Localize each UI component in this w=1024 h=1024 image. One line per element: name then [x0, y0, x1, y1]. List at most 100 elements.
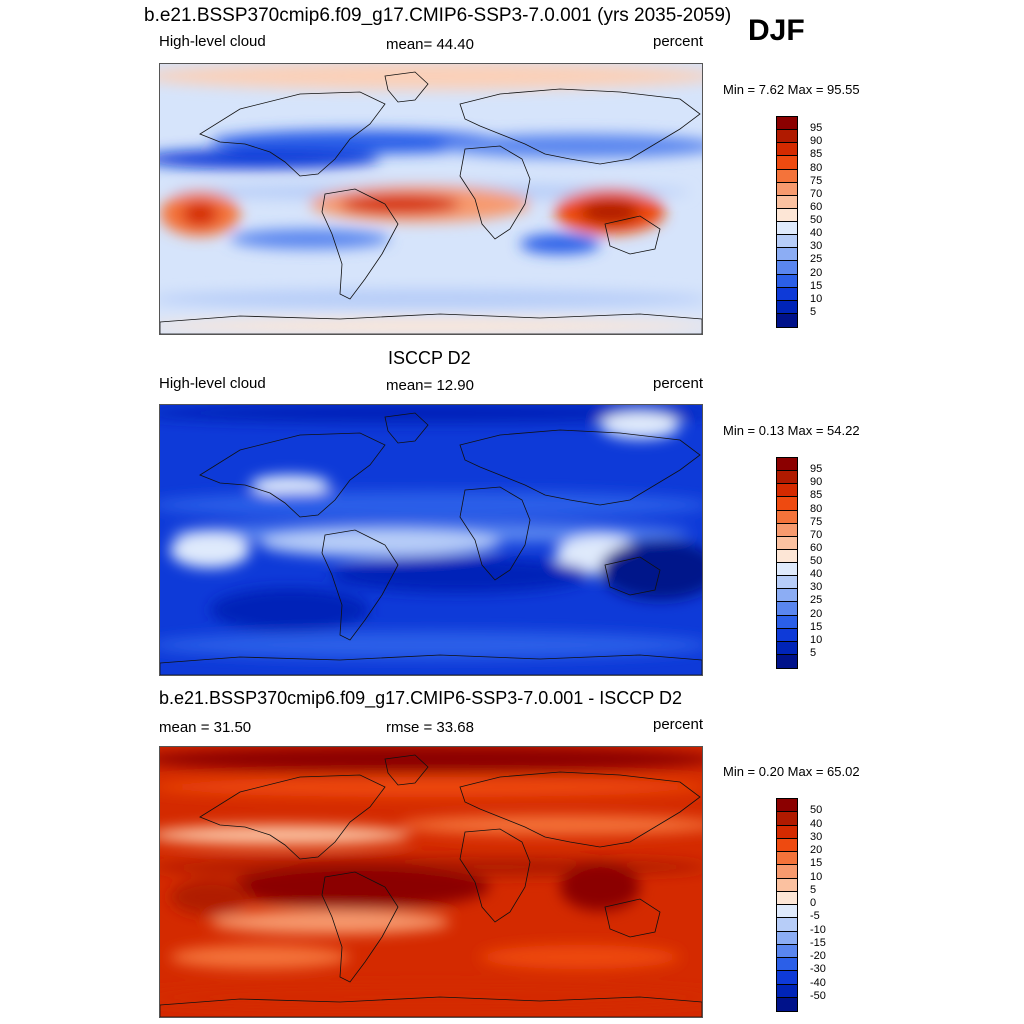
- colorbar-tick-label: 10: [810, 870, 823, 883]
- colorbar-tick-label: 40: [810, 568, 823, 581]
- colorbar-tick-label: 50: [810, 804, 823, 817]
- colorbar-swatch: [777, 628, 797, 642]
- colorbar-tick-label: 90: [810, 135, 823, 148]
- colorbar-tick-label: 5: [810, 883, 817, 896]
- colorbar-swatch: [777, 458, 797, 472]
- colorbar-tick-label: 25: [810, 594, 823, 607]
- colorbar-swatch: [777, 958, 797, 972]
- colorbar-swatch: [777, 971, 797, 985]
- colorbar-swatch: [777, 117, 797, 131]
- colorbar-tick-label: -15: [810, 936, 826, 949]
- colorbar-tick-label: 30: [810, 830, 823, 843]
- colorbar-swatch: [777, 497, 797, 511]
- colorbar-tick-label: 15: [810, 620, 823, 633]
- panel3-map: [159, 746, 703, 1018]
- colorbar-swatch: [777, 156, 797, 170]
- colorbar-tick-label: 75: [810, 515, 823, 528]
- colorbar-swatch: [777, 838, 797, 852]
- colorbar-swatch: [777, 918, 797, 932]
- colorbar-tick-label: 30: [810, 581, 823, 594]
- colorbar-swatch: [777, 931, 797, 945]
- colorbar-tick-label: 80: [810, 161, 823, 174]
- colorbar-tick-label: 30: [810, 240, 823, 253]
- colorbar-tick-label: 70: [810, 528, 823, 541]
- colorbar-swatch: [777, 905, 797, 919]
- panel2-units-label: percent: [653, 375, 704, 392]
- colorbar-swatch: [777, 313, 797, 327]
- panel2-mean-label: mean= 12.90: [386, 377, 474, 394]
- colorbar-tick-label: 85: [810, 489, 823, 502]
- colorbar-tick-label: 20: [810, 844, 823, 856]
- panel2-map: [159, 404, 703, 676]
- colorbar-swatch: [777, 944, 797, 958]
- panel3-units-label: percent: [653, 716, 704, 733]
- colorbar-swatch: [777, 130, 797, 144]
- colorbar-swatch: [777, 471, 797, 485]
- colorbar-tick-label: -40: [810, 976, 826, 989]
- colorbar-tick-label: 95: [810, 122, 823, 135]
- colorbar-tick-label: -20: [810, 950, 826, 962]
- panel1-mean-label: mean= 44.40: [386, 36, 474, 53]
- colorbar-swatch: [777, 143, 797, 157]
- panel1-variable-label: High-level cloud: [159, 33, 266, 50]
- colorbar-tick-label: 15: [810, 857, 823, 870]
- colorbar-swatch: [777, 235, 797, 249]
- colorbar-tick-label: 60: [810, 541, 823, 554]
- colorbar-tick-label: -30: [810, 963, 826, 976]
- colorbar-swatch: [777, 182, 797, 196]
- colorbar-tick-label: -10: [810, 923, 826, 936]
- colorbar-swatch: [777, 852, 797, 866]
- colorbar-tick-label: 40: [810, 227, 823, 240]
- colorbar-swatch: [777, 274, 797, 288]
- colorbar-swatch: [777, 825, 797, 839]
- colorbar-swatch: [777, 615, 797, 629]
- colorbar-tick-label: 15: [810, 279, 823, 292]
- colorbar-tick-label: 60: [810, 200, 823, 213]
- colorbar-tick-label: 20: [810, 607, 823, 620]
- panel1-colorbar: [776, 116, 798, 328]
- colorbar-swatch: [777, 195, 797, 209]
- colorbar-swatch: [777, 563, 797, 577]
- colorbar-swatch: [777, 287, 797, 301]
- colorbar-swatch: [777, 576, 797, 590]
- colorbar-tick-label: 80: [810, 502, 823, 515]
- colorbar-swatch: [777, 865, 797, 879]
- panel2-colorbar: [776, 457, 798, 669]
- colorbar-tick-label: 90: [810, 476, 823, 489]
- colorbar-tick-label: 0: [810, 897, 817, 909]
- colorbar-swatch: [777, 222, 797, 236]
- colorbar-swatch: [777, 589, 797, 603]
- colorbar-tick-label: 75: [810, 174, 823, 187]
- season-label: DJF: [748, 14, 805, 47]
- main-title: b.e21.BSSP370cmip6.f09_g17.CMIP6-SSP3-7.…: [144, 5, 732, 26]
- colorbar-swatch: [777, 984, 797, 998]
- colorbar-swatch: [777, 169, 797, 183]
- panel3-minmax: Min = 0.20 Max = 65.02: [723, 764, 860, 779]
- colorbar-swatch: [777, 812, 797, 826]
- colorbar-tick-label: 40: [810, 817, 823, 830]
- panel1-map: [159, 63, 703, 335]
- colorbar-swatch: [777, 523, 797, 537]
- colorbar-swatch: [777, 997, 797, 1011]
- panel2-title: ISCCP D2: [388, 348, 471, 368]
- colorbar-tick-label: 5: [810, 646, 817, 659]
- colorbar-tick-label: 70: [810, 187, 823, 200]
- colorbar-swatch: [777, 300, 797, 314]
- colorbar-tick-label: 50: [810, 214, 823, 226]
- colorbar-swatch: [777, 891, 797, 905]
- panel1-minmax: Min = 7.62 Max = 95.55: [723, 82, 860, 97]
- colorbar-tick-label: -5: [810, 910, 820, 923]
- colorbar-swatch: [777, 799, 797, 813]
- colorbar-swatch: [777, 208, 797, 222]
- panel3-rmse-label: rmse = 33.68: [386, 719, 474, 736]
- colorbar-tick-label: 85: [810, 148, 823, 161]
- colorbar-tick-label: 10: [810, 633, 823, 646]
- colorbar-swatch: [777, 878, 797, 892]
- panel3-colorbar: [776, 798, 798, 1012]
- colorbar-swatch: [777, 261, 797, 275]
- panel1-units-label: percent: [653, 33, 704, 50]
- colorbar-swatch: [777, 536, 797, 550]
- colorbar-swatch: [777, 641, 797, 655]
- colorbar-tick-label: 20: [810, 266, 823, 279]
- colorbar-swatch: [777, 549, 797, 563]
